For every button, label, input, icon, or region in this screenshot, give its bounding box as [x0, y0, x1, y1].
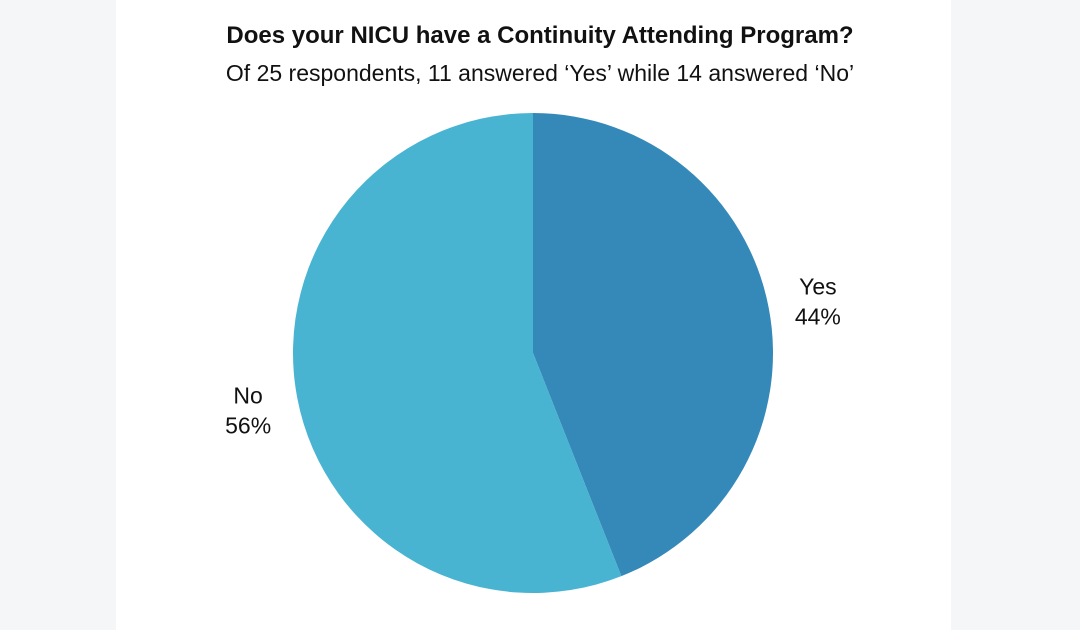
pie-slice-yes	[533, 113, 774, 577]
chart-title: Does your NICU have a Continuity Attendi…	[226, 22, 854, 49]
slice-label-yes: Yes 44%	[795, 274, 841, 330]
slice-label-name: Yes	[799, 274, 837, 300]
pie-slice-no	[293, 113, 622, 593]
slice-label-name: No	[233, 382, 262, 408]
slice-label-percent: 44%	[795, 304, 841, 330]
chart-subtitle: Of 25 respondents, 11 answered ‘Yes’ whi…	[225, 60, 855, 86]
slice-label-percent: 56%	[225, 412, 271, 438]
slice-label-no: No 56%	[225, 382, 271, 438]
